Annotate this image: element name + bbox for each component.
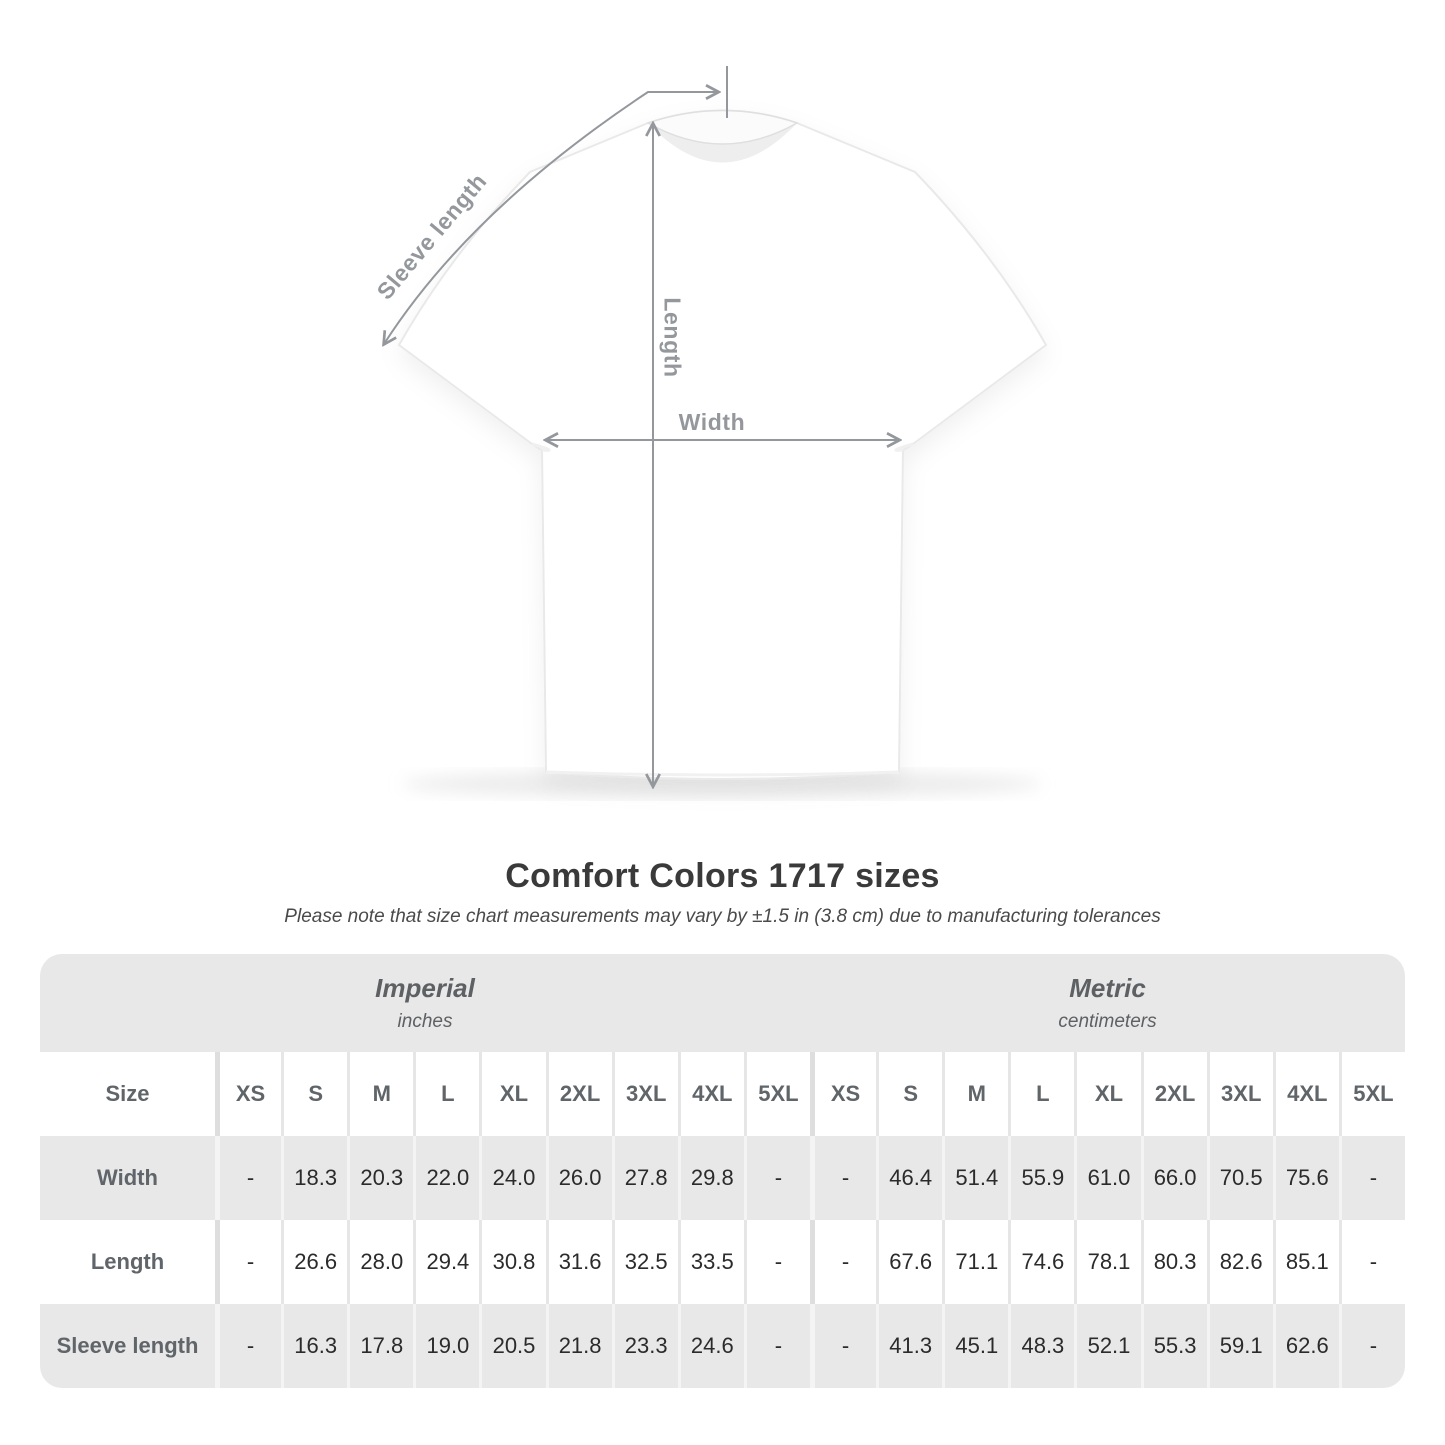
- value-cell: 85.1: [1272, 1220, 1339, 1304]
- value-cell: 51.4: [942, 1136, 1009, 1220]
- value-cell: 66.0: [1140, 1136, 1207, 1220]
- value-cell: 21.8: [545, 1304, 612, 1388]
- row-label-width: Width: [40, 1136, 215, 1220]
- metric-section-header: Metric centimeters: [810, 954, 1405, 1052]
- value-cell: 55.3: [1140, 1304, 1207, 1388]
- row-label-length: Length: [40, 1220, 215, 1304]
- value-cell: 61.0: [1074, 1136, 1141, 1220]
- size-header-metric-m: M: [942, 1052, 1009, 1136]
- value-cell: -: [1338, 1304, 1405, 1388]
- value-cell: -: [810, 1304, 877, 1388]
- value-cell: 59.1: [1206, 1304, 1273, 1388]
- value-cell: 20.3: [347, 1136, 414, 1220]
- shirt-ground-shadow: [402, 770, 1042, 798]
- value-cell: 32.5: [611, 1220, 678, 1304]
- value-cell: -: [1338, 1220, 1405, 1304]
- value-cell: 41.3: [876, 1304, 943, 1388]
- value-cell: -: [810, 1220, 877, 1304]
- size-header-metric-2xl: 2XL: [1140, 1052, 1207, 1136]
- value-cell: 78.1: [1074, 1220, 1141, 1304]
- size-header-metric-5xl: 5XL: [1338, 1052, 1405, 1136]
- value-cell: -: [743, 1304, 810, 1388]
- value-cell: -: [215, 1220, 282, 1304]
- value-cell: 18.3: [281, 1136, 348, 1220]
- value-cell: 48.3: [1008, 1304, 1075, 1388]
- value-cell: 71.1: [942, 1220, 1009, 1304]
- size-column-header: Size: [40, 1052, 215, 1136]
- size-header-imperial-l: L: [413, 1052, 480, 1136]
- size-header-imperial-2xl: 2XL: [545, 1052, 612, 1136]
- value-cell: 80.3: [1140, 1220, 1207, 1304]
- value-cell: 74.6: [1008, 1220, 1075, 1304]
- value-cell: 33.5: [677, 1220, 744, 1304]
- value-cell: 29.8: [677, 1136, 744, 1220]
- width-label: Width: [678, 409, 746, 435]
- sleeve-length-arrow: [384, 92, 718, 344]
- value-cell: 75.6: [1272, 1136, 1339, 1220]
- size-header-imperial-m: M: [347, 1052, 414, 1136]
- value-cell: 20.5: [479, 1304, 546, 1388]
- value-cell: -: [215, 1136, 282, 1220]
- value-cell: -: [1338, 1136, 1405, 1220]
- value-cell: 27.8: [611, 1136, 678, 1220]
- value-cell: 45.1: [942, 1304, 1009, 1388]
- size-table: Imperial inches Metric centimeters Size XS S M L…: [40, 954, 1405, 1388]
- value-cell: 67.6: [876, 1220, 943, 1304]
- tshirt-illustration: [0, 66, 1048, 798]
- size-header-imperial-5xl: 5XL: [743, 1052, 810, 1136]
- value-cell: 16.3: [281, 1304, 348, 1388]
- page-title: Comfort Colors 1717 sizes: [505, 857, 940, 895]
- value-cell: 24.0: [479, 1136, 546, 1220]
- measurement-annotations: [384, 66, 899, 786]
- section-unit: centimeters: [1058, 1011, 1157, 1032]
- size-header-metric-l: L: [1008, 1052, 1075, 1136]
- size-header-metric-4xl: 4XL: [1272, 1052, 1339, 1136]
- value-cell: 55.9: [1008, 1136, 1075, 1220]
- value-cell: 70.5: [1206, 1136, 1273, 1220]
- size-header-metric-xs: XS: [810, 1052, 877, 1136]
- imperial-section-header: Imperial inches: [40, 954, 810, 1052]
- size-header-imperial-4xl: 4XL: [677, 1052, 744, 1136]
- size-header-imperial-3xl: 3XL: [611, 1052, 678, 1136]
- value-cell: 26.0: [545, 1136, 612, 1220]
- value-cell: 26.6: [281, 1220, 348, 1304]
- section-label: Metric: [1069, 973, 1146, 1003]
- value-cell: 31.6: [545, 1220, 612, 1304]
- tolerance-note: Please note that size chart measurements…: [284, 906, 1161, 927]
- value-cell: 24.6: [677, 1304, 744, 1388]
- tshirt-diagram: Sleeve length Length Width: [0, 66, 1048, 798]
- value-cell: 62.6: [1272, 1304, 1339, 1388]
- size-header-imperial-xl: XL: [479, 1052, 546, 1136]
- value-cell: 52.1: [1074, 1304, 1141, 1388]
- value-cell: -: [743, 1220, 810, 1304]
- value-cell: -: [810, 1136, 877, 1220]
- size-header-imperial-xs: XS: [215, 1052, 282, 1136]
- section-label: Imperial: [375, 973, 475, 1003]
- section-unit: inches: [397, 1011, 453, 1032]
- size-header-imperial-s: S: [281, 1052, 348, 1136]
- value-cell: 23.3: [611, 1304, 678, 1388]
- value-cell: 17.8: [347, 1304, 414, 1388]
- value-cell: 29.4: [413, 1220, 480, 1304]
- value-cell: 30.8: [479, 1220, 546, 1304]
- size-header-metric-3xl: 3XL: [1206, 1052, 1273, 1136]
- row-label-sleeve-length: Sleeve length: [40, 1304, 215, 1388]
- value-cell: 28.0: [347, 1220, 414, 1304]
- size-header-metric-s: S: [876, 1052, 943, 1136]
- value-cell: 46.4: [876, 1136, 943, 1220]
- value-cell: 82.6: [1206, 1220, 1273, 1304]
- value-cell: 19.0: [413, 1304, 480, 1388]
- value-cell: 22.0: [413, 1136, 480, 1220]
- size-header-metric-xl: XL: [1074, 1052, 1141, 1136]
- value-cell: -: [743, 1136, 810, 1220]
- value-cell: -: [215, 1304, 282, 1388]
